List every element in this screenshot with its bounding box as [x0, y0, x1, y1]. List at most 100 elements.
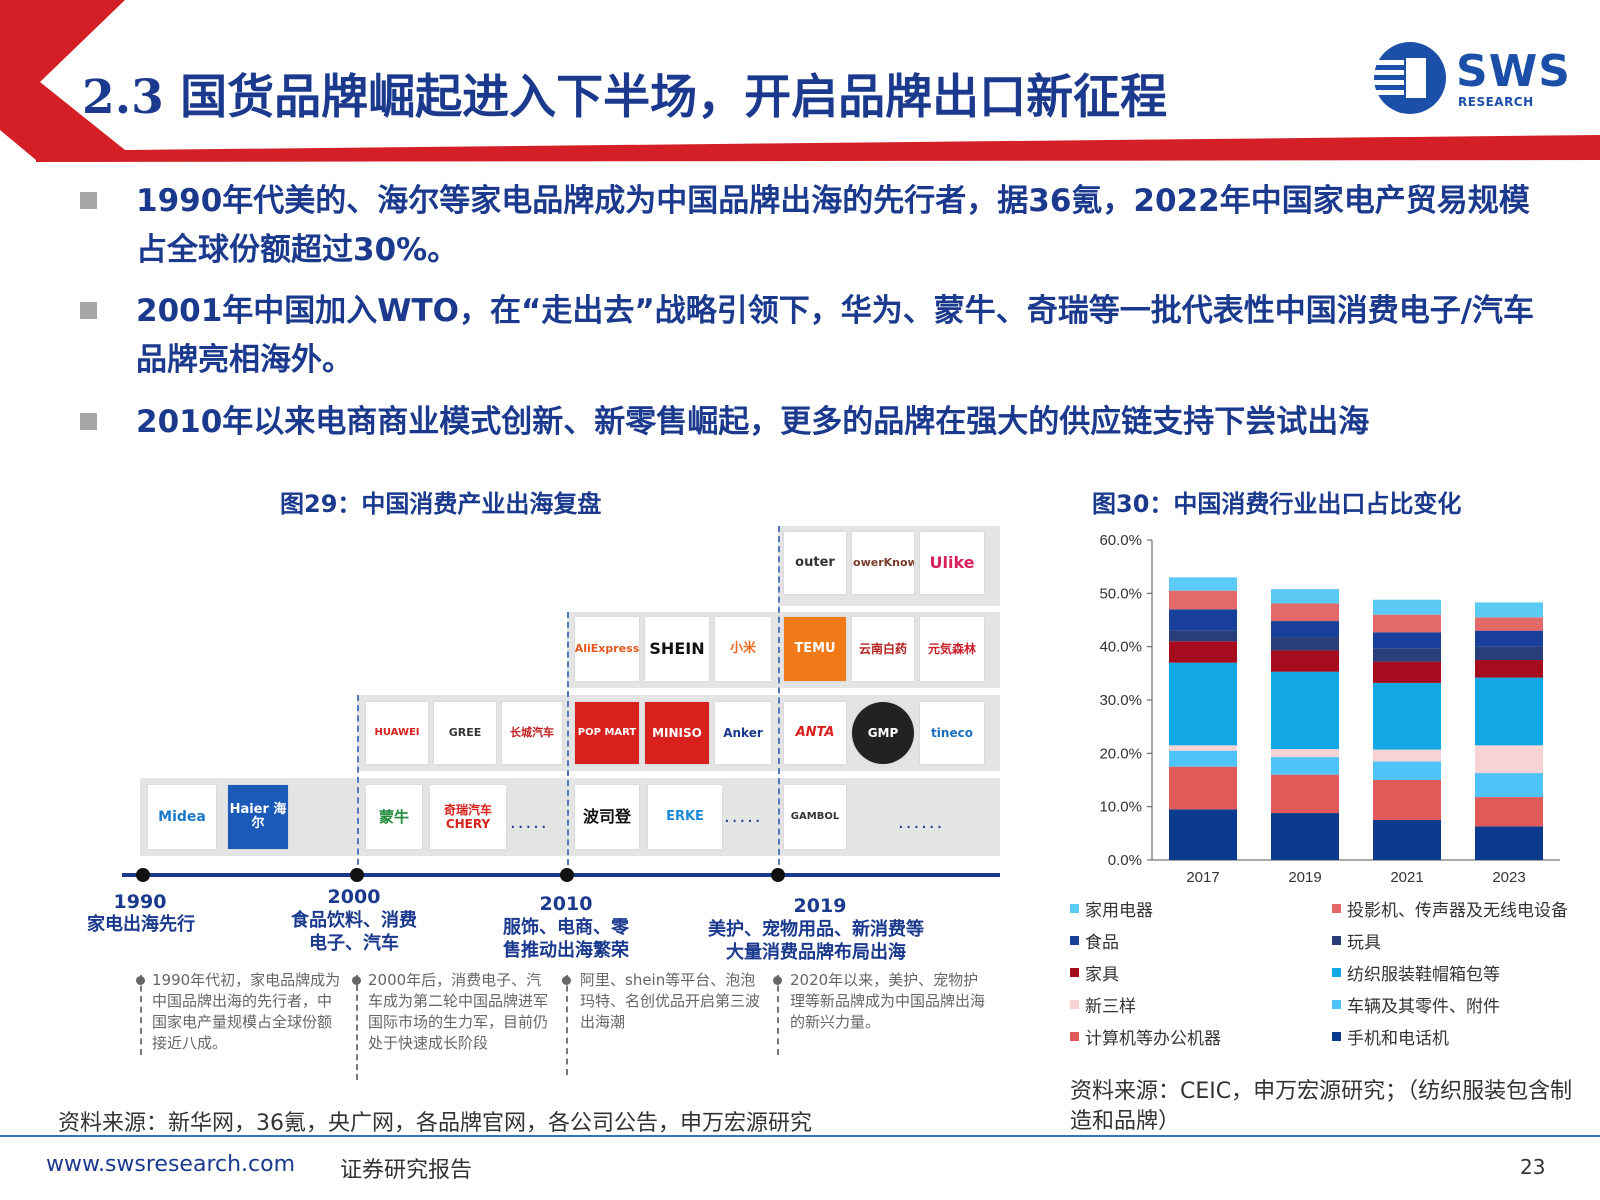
bar-segment [1373, 761, 1441, 780]
note-connector [140, 975, 142, 1055]
milestone-year: 2000 [327, 886, 381, 908]
legend-swatch [1070, 1032, 1079, 1041]
bar-segment [1475, 660, 1543, 678]
bar-segment [1271, 589, 1339, 604]
footer-divider [0, 1135, 1600, 1137]
brand-logo-ulike: Ulike [920, 532, 984, 594]
bar-segment [1271, 603, 1339, 622]
figure-29-source: 资料来源：新华网，36氪，央广网，各品牌官网，各公司公告，申万宏源研究 [58, 1111, 812, 1136]
bar-segment [1373, 614, 1441, 633]
brand-logo-tineco: tineco [920, 702, 984, 764]
legend-swatch [1332, 968, 1341, 977]
bar-segment [1373, 632, 1441, 649]
brand-logo-temu: TEMU [784, 617, 846, 681]
bar-segment [1475, 617, 1543, 631]
x-tick-label: 2019 [1288, 869, 1321, 886]
y-tick-label: 60.0% [1099, 532, 1142, 549]
y-tick-label: 40.0% [1099, 639, 1142, 656]
legend-label: 车辆及其零件、附件 [1347, 997, 1500, 1017]
brand-logo-aliexpress: AliExpress [575, 617, 639, 681]
bar-segment [1475, 677, 1543, 746]
bar-segment [1271, 749, 1339, 758]
figure-30-title: 图30：中国消费行业出口占比变化 [1092, 490, 1462, 518]
footer-doc-type: 证券研究报告 [340, 1158, 473, 1183]
legend-swatch [1070, 904, 1079, 913]
logo-wordmark: SWS [1456, 46, 1571, 97]
bullet-square-icon [80, 302, 97, 319]
bar-segment [1373, 682, 1441, 750]
bullet-square-icon [80, 413, 97, 430]
sws-logo-icon [1374, 42, 1446, 114]
bar-segment [1373, 820, 1441, 860]
bar-segment [1475, 602, 1543, 618]
era-divider [778, 526, 780, 875]
bar-segment [1271, 637, 1339, 651]
legend-item: 玩具 [1332, 928, 1381, 953]
bullet-text: 2001年中国加入WTO，在“走出去”战略引领下，华为、蒙牛、奇瑞等一批代表性中… [136, 293, 1535, 378]
brand-logo-gambol: GAMBOL [784, 785, 846, 849]
brand-logo-xiaomi: 小米 [715, 617, 771, 681]
page-number: 23 [1520, 1155, 1546, 1179]
brand-logo-yunnanbaiyao: 云南白药 [852, 617, 914, 681]
timeline-dot [560, 868, 574, 882]
bar-segment [1271, 621, 1339, 638]
brand-logo-outer: outer [784, 532, 846, 594]
brand-logo-erke: ERKE [648, 785, 722, 849]
note-connector [566, 975, 568, 1075]
legend-item: 食品 [1070, 928, 1119, 953]
brand-logo-gree: GREE [434, 702, 496, 764]
brand-logo-genki-forest: 元気森林 [920, 617, 984, 681]
bar-segment [1373, 780, 1441, 820]
bar-segment [1271, 813, 1339, 860]
milestone-era: 家电出海先行 [87, 914, 195, 935]
legend-label: 食品 [1085, 933, 1119, 953]
note-connector [356, 975, 358, 1080]
legend-swatch [1332, 936, 1341, 945]
era-divider [357, 695, 359, 875]
bar-segment [1373, 648, 1441, 662]
legend-item: 车辆及其零件、附件 [1332, 992, 1500, 1017]
bar-segment [1475, 797, 1543, 827]
legend-label: 玩具 [1347, 933, 1381, 953]
timeline-dot [771, 868, 785, 882]
brand-logo-shein: SHEIN [645, 617, 709, 681]
note-dot [352, 976, 361, 985]
milestone-year: 2010 [539, 893, 593, 915]
note-dot [136, 976, 145, 985]
brand-logo-mengniu: 蒙牛 [366, 785, 422, 849]
milestone-year: 2019 [793, 895, 847, 917]
x-tick-label: 2021 [1390, 869, 1423, 886]
bar-segment [1475, 773, 1543, 798]
milestone-note: 1990年代初，家电品牌成为中国品牌出海的先行者，中国家电产量规模占全球份额接近… [152, 971, 341, 1052]
brand-logo-chery: 奇瑞汽车 CHERY [430, 785, 506, 849]
page-title: 2.3 国货品牌崛起进入下半场，开启品牌出口新征程 [82, 70, 1168, 125]
y-tick-label: 10.0% [1099, 799, 1142, 816]
milestone-year: 1990 [113, 891, 167, 913]
brand-logo-greatwall: 长城汽车 [502, 702, 562, 764]
bar-segment [1271, 757, 1339, 775]
footer-url[interactable]: www.swsresearch.com [46, 1152, 296, 1177]
brand-logo-midea: Midea [148, 785, 216, 849]
bar-segment [1169, 750, 1237, 767]
note-connector [777, 975, 779, 1055]
legend-label: 新三样 [1085, 997, 1136, 1017]
milestone-era: 食品饮料、消费电子、汽车 [291, 910, 417, 954]
brand-logo-anker: Anker [715, 702, 771, 764]
bar-segment [1475, 745, 1543, 774]
bar-segment [1169, 609, 1237, 631]
era-divider [567, 612, 569, 875]
bar-segment [1373, 749, 1441, 762]
milestone-era: 美护、宠物用品、新消费等大量消费品牌布局出海 [708, 919, 924, 963]
milestone-era: 服饰、电商、零售推动出海繁荣 [503, 917, 629, 961]
bar-segment [1169, 662, 1237, 746]
legend-swatch [1332, 1032, 1341, 1041]
milestone-note: 阿里、shein等平台、泡泡玛特、名创优品开启第三波出海潮 [580, 971, 761, 1031]
legend-label: 家用电器 [1085, 901, 1153, 921]
brand-logo-anta: ANTA [784, 702, 846, 764]
bar-segment [1373, 599, 1441, 615]
brand-logo-miniso: MINISO [645, 702, 709, 764]
brand-logo-popmart: POP MART [575, 702, 639, 764]
bar-segment [1475, 630, 1543, 647]
legend-item: 新三样 [1070, 992, 1136, 1017]
brand-logo-gmp: GMP [852, 702, 914, 764]
